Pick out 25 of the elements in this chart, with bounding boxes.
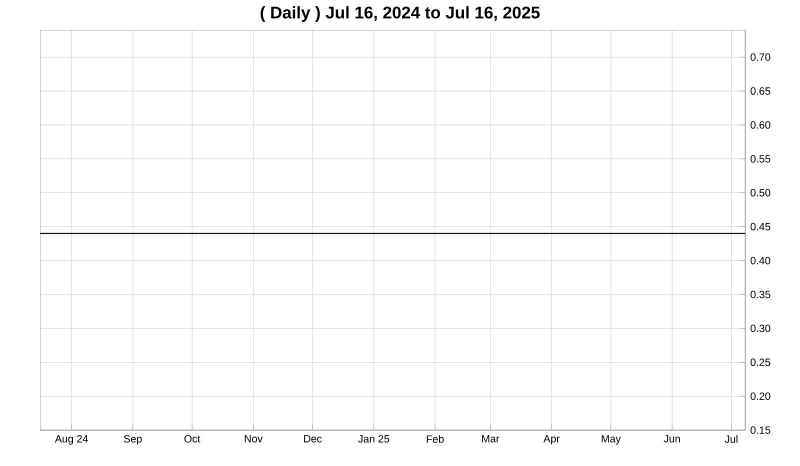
x-tick-label: Jun: [664, 435, 680, 442]
x-tick-label: Nov: [244, 435, 263, 442]
y-tick-label: 0.30: [750, 324, 770, 332]
y-tick-label: 0.40: [750, 256, 770, 264]
y-tick-label: 0.15: [750, 426, 770, 434]
x-tick-label: Jul: [724, 435, 738, 443]
y-tick-label: 0.50: [750, 189, 770, 196]
y-tick-label: 0.35: [750, 290, 770, 298]
y-tick-label: 0.70: [750, 53, 770, 61]
y-tick-label: 0.25: [750, 358, 770, 366]
y-tick-label: 0.20: [750, 392, 770, 400]
x-tick-label: Dec: [304, 435, 322, 442]
x-tick-label: May: [602, 435, 621, 445]
y-tick-label: 0.65: [750, 87, 770, 95]
x-tick-label: Aug 24: [54, 435, 88, 445]
x-tick-label: Sep: [124, 435, 142, 445]
y-tick-label: 0.60: [750, 121, 770, 129]
chart-title: ( Daily ) Jul 16, 2024 to Jul 16, 2025: [260, 6, 540, 22]
y-tick-label: 0.45: [750, 222, 770, 230]
x-tick-label: Apr: [543, 435, 560, 445]
x-tick-label: Jan 25: [358, 435, 390, 443]
x-tick-label: Feb: [426, 435, 444, 443]
x-tick-label: Oct: [184, 435, 200, 443]
y-tick-label: 0.55: [750, 155, 770, 163]
x-tick-label: Mar: [482, 435, 500, 442]
